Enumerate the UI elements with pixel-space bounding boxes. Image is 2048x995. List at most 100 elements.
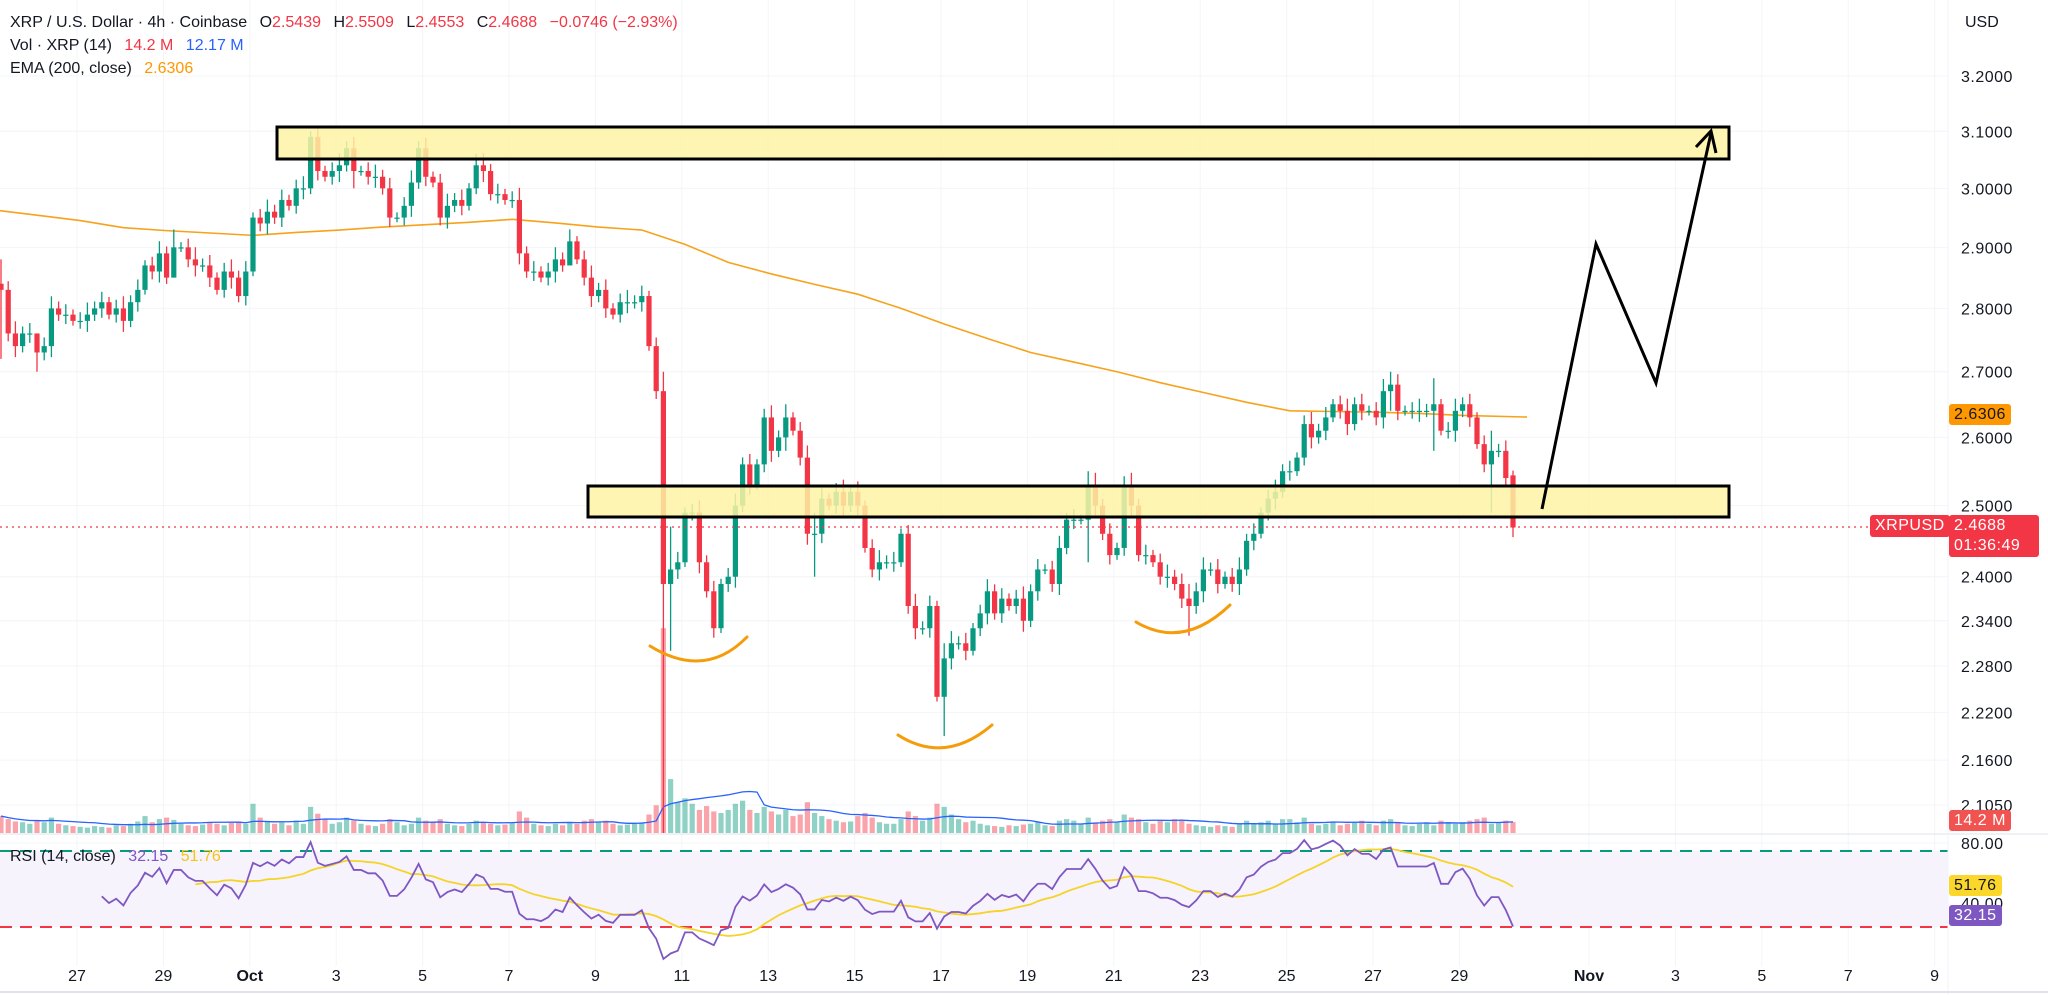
- time-tick-label: 7: [1844, 968, 1853, 985]
- volume-bar: [1452, 823, 1458, 833]
- candle: [401, 197, 407, 226]
- time-tick-label: 21: [1105, 968, 1123, 985]
- volume-bar: [898, 819, 904, 833]
- candle-body: [452, 199, 458, 206]
- candle-body: [192, 259, 198, 266]
- currency-label[interactable]: USD: [1965, 14, 1999, 31]
- volume-bar: [1028, 823, 1034, 833]
- volume-bar: [250, 803, 256, 833]
- support-zone[interactable]: [586, 484, 1731, 519]
- candle: [473, 153, 479, 195]
- volume-bar: [617, 825, 623, 833]
- candle-body: [34, 333, 40, 353]
- volume-bar: [848, 821, 854, 833]
- volume-bar: [106, 827, 112, 833]
- projection-path[interactable]: [1540, 132, 1713, 510]
- volume-bar: [336, 822, 342, 833]
- volume-bar: [1020, 824, 1026, 833]
- candle-body: [12, 333, 18, 347]
- candle-body: [682, 512, 688, 563]
- head-arc[interactable]: [896, 723, 994, 750]
- candle-body: [963, 643, 969, 651]
- candle: [1229, 568, 1235, 592]
- candle: [329, 162, 335, 185]
- price-tick-label: 2.8000: [1961, 301, 2013, 318]
- rsi-band-background: [0, 851, 1948, 927]
- volume-bar: [682, 798, 688, 833]
- volume-bar: [1402, 825, 1408, 833]
- volume-bar: [977, 823, 983, 833]
- volume-bar: [372, 826, 378, 833]
- volume-bar: [718, 812, 724, 833]
- price-tick-label: 2.1600: [1961, 753, 2013, 770]
- candle-body: [675, 562, 681, 570]
- candle: [0, 259, 4, 359]
- volume-bar: [264, 821, 270, 833]
- volume-bar: [1388, 819, 1394, 833]
- volume-bar: [1121, 814, 1127, 833]
- candle: [1366, 405, 1372, 416]
- candle: [70, 309, 76, 326]
- volume-bar: [279, 822, 285, 833]
- volume-bar: [1301, 817, 1307, 833]
- volume-legend[interactable]: Vol · XRP (14) 14.2 M 12.17 M: [10, 36, 244, 56]
- volume-bar: [610, 823, 616, 833]
- rsi-ma-line: [195, 847, 1514, 937]
- candle: [963, 632, 969, 661]
- time-tick-label: 11: [673, 968, 690, 985]
- candle-body: [1301, 424, 1307, 458]
- candle: [668, 526, 674, 651]
- candle: [171, 229, 177, 278]
- left-shoulder-arc[interactable]: [648, 635, 749, 663]
- ema-legend[interactable]: EMA (200, close) 2.6306: [10, 59, 193, 79]
- low-value: 2.4553: [415, 14, 465, 31]
- time-axis[interactable]: 27 29 Oct 3 5 7 9 11 13 15 17 19 21 23 25 27 29 Nov 3 5 7 9: [68, 968, 1939, 985]
- volume-bar: [1330, 822, 1336, 833]
- candle-body: [1337, 404, 1343, 411]
- time-tick-label: 27: [68, 968, 86, 985]
- candle: [387, 177, 393, 228]
- candle-body: [5, 289, 11, 334]
- volume-bar: [473, 820, 479, 833]
- resistance-zone[interactable]: [275, 125, 1731, 161]
- candle: [99, 291, 105, 318]
- candle: [164, 246, 170, 284]
- candle: [293, 179, 299, 214]
- candle: [1496, 443, 1502, 458]
- candle: [1373, 402, 1379, 426]
- candle: [192, 247, 198, 277]
- price-tick-label: 3.1000: [1961, 124, 2013, 141]
- volume-bar: [488, 823, 494, 833]
- symbol-legend[interactable]: XRP / U.S. Dollar · 4h · Coinbase O2.543…: [10, 13, 678, 33]
- volume-bar: [1294, 822, 1300, 833]
- candle: [1035, 559, 1041, 601]
- candle-body: [639, 296, 645, 303]
- rsi-legend[interactable]: RSI (14, close) 32.15 51.76: [10, 848, 221, 866]
- candle: [884, 555, 890, 569]
- volume-bar: [1337, 825, 1343, 833]
- candle-body: [185, 247, 191, 260]
- candle-body: [1164, 576, 1170, 578]
- candle-body: [466, 188, 472, 206]
- close-value: 2.4688: [488, 14, 538, 31]
- volume-bar: [1251, 823, 1257, 833]
- candle-body: [358, 171, 364, 173]
- candle: [444, 193, 450, 229]
- volume-bar: [632, 823, 638, 833]
- candle-body: [1352, 404, 1358, 425]
- candle: [920, 621, 926, 635]
- volume-bar: [1438, 820, 1444, 833]
- volume-bar: [380, 823, 386, 833]
- right-shoulder-arc[interactable]: [1134, 603, 1232, 635]
- candle-body: [279, 199, 285, 218]
- volume-bar: [1316, 825, 1322, 833]
- candle: [1186, 583, 1192, 636]
- candle-body: [653, 346, 659, 392]
- volume-bar: [884, 823, 890, 833]
- volume-bar: [948, 814, 954, 833]
- candle-body: [380, 176, 386, 189]
- candle-body: [156, 253, 162, 272]
- volume-bar: [1107, 819, 1113, 833]
- rsi-line: [101, 838, 1514, 961]
